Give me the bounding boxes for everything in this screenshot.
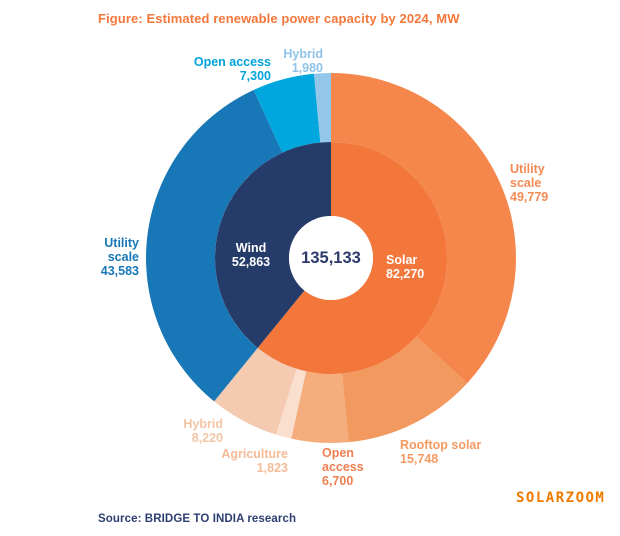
- label-hybrid-solar: Hybrid 8,220: [183, 417, 223, 445]
- source-note: Source: BRIDGE TO INDIA research: [98, 513, 297, 525]
- donut-center-hole: [289, 216, 373, 300]
- outer-segment-agriculture: [276, 368, 307, 439]
- label-utility-scale-solar: Utility scale 49,779: [510, 162, 549, 204]
- label-open-access-wind: Open access 7,300: [193, 55, 271, 83]
- outer-segment-utility-scale-wind: [146, 89, 283, 402]
- outer-segment-rooftop-solar: [341, 336, 468, 443]
- outer-segment-open-access-wind: [253, 73, 321, 153]
- label-hybrid-wind: Hybrid 1,980: [283, 47, 323, 75]
- label-wind-total: Wind 52,863: [231, 241, 271, 269]
- inner-segment-wind: [215, 142, 331, 348]
- label-grand-total: 135,133: [301, 249, 361, 267]
- label-solar-total: Solar 82,270: [386, 253, 425, 281]
- inner-segment-solar: [257, 142, 448, 375]
- outer-segment-hybrid-wind: [313, 73, 331, 143]
- chart-title: Figure: Estimated renewable power capaci…: [98, 11, 460, 26]
- outer-segment-utility-scale-solar: [331, 73, 516, 384]
- label-utility-scale-wind: Utility scale 43,583: [100, 236, 139, 278]
- label-rooftop-solar: Rooftop solar 15,748: [400, 438, 482, 466]
- solarzoom-watermark: SOLARZOOM: [516, 490, 606, 506]
- label-open-access-solar: Open access 6,700: [322, 446, 364, 488]
- outer-segment-hybrid-solar: [214, 347, 297, 435]
- label-agriculture: Agriculture 1,823: [221, 447, 288, 475]
- outer-segment-open-access-solar: [291, 371, 349, 444]
